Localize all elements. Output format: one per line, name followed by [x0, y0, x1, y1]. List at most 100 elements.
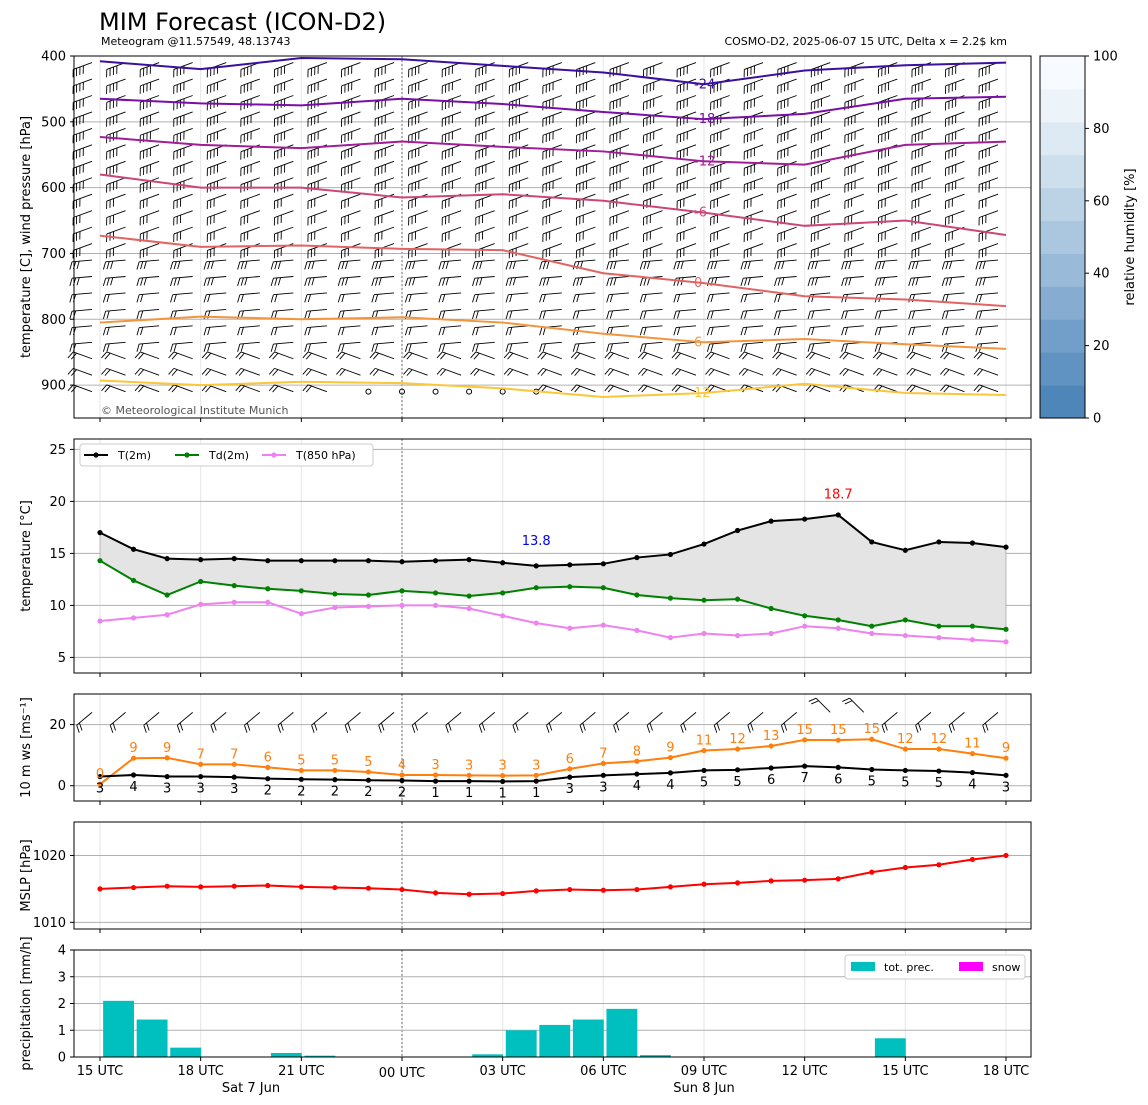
- gust-label: 3: [465, 758, 473, 773]
- wind-barb: [69, 308, 93, 319]
- barb-staff: [508, 341, 529, 345]
- wind-barb: [643, 210, 663, 226]
- wind-barb: [844, 95, 864, 111]
- series-point: [130, 577, 137, 584]
- wind-barb: [67, 384, 93, 393]
- wind-barb: [743, 177, 764, 193]
- barb-staff: [340, 325, 361, 329]
- barb-staff: [475, 78, 495, 87]
- wind-barb: [643, 78, 663, 94]
- gust-point: [802, 737, 808, 743]
- series-point: [298, 588, 304, 594]
- wind-barb: [403, 351, 428, 360]
- barb-flag: [839, 351, 846, 359]
- barb-flag: [173, 294, 177, 303]
- barb-staff: [408, 127, 428, 136]
- speed-point: [902, 767, 908, 774]
- barb-staff: [273, 341, 294, 345]
- barb-flag: [716, 722, 720, 731]
- wind-barb: [235, 384, 260, 393]
- barb-staff: [72, 325, 93, 329]
- barb-flag: [371, 261, 375, 270]
- surface-wind-barb: [881, 711, 898, 733]
- barb-flag: [878, 343, 882, 352]
- barb-flag: [109, 725, 114, 733]
- series-point: [768, 518, 774, 524]
- wind-barb: [206, 160, 227, 177]
- series-line: [99, 559, 1007, 631]
- barb-flag: [874, 343, 878, 352]
- barb-flag: [572, 311, 576, 319]
- wind-barb: [810, 226, 831, 242]
- barb-staff: [575, 276, 596, 279]
- wind-barb: [106, 127, 126, 144]
- barb-flag: [805, 351, 812, 359]
- barb-flag: [307, 343, 311, 352]
- barb-staff: [881, 711, 898, 726]
- speed-label: 4: [968, 778, 976, 793]
- barb-staff: [206, 276, 227, 279]
- wind-barb: [940, 384, 965, 393]
- legend-swatch: [851, 962, 875, 971]
- wind-barb: [273, 160, 294, 177]
- barb-staff: [643, 177, 663, 186]
- barb-flag: [777, 294, 781, 303]
- barb-staff: [306, 259, 327, 263]
- wind-barb: [235, 367, 260, 376]
- barb-flag: [336, 368, 342, 375]
- y-tick-label: 20: [49, 718, 66, 733]
- wind-barb: [807, 341, 831, 352]
- barb-flag: [908, 261, 912, 270]
- wind-barb: [604, 384, 630, 393]
- barb-flag: [841, 343, 845, 352]
- precip-bar: [136, 1019, 168, 1057]
- wind-barb: [908, 259, 931, 270]
- barb-staff: [442, 177, 462, 186]
- barb-staff: [542, 78, 562, 87]
- series-point: [399, 559, 405, 565]
- barb-flag: [372, 352, 379, 360]
- wind-barb: [911, 243, 932, 259]
- barb-staff: [608, 341, 629, 345]
- barb-staff: [307, 177, 328, 186]
- wind-barb: [777, 177, 797, 193]
- barb-flag: [438, 294, 442, 303]
- barb-staff: [239, 308, 260, 312]
- wind-barb: [173, 111, 193, 127]
- barb-staff: [945, 367, 965, 376]
- barb-flag: [244, 261, 248, 269]
- barb-flag: [609, 310, 613, 319]
- barb-flag: [371, 327, 375, 336]
- wind-barb: [911, 144, 932, 160]
- series-point: [265, 586, 271, 592]
- series-point: [600, 561, 606, 567]
- barb-flag: [638, 368, 644, 375]
- barb-flag: [237, 343, 241, 352]
- wind-barb: [978, 226, 999, 242]
- wind-barb: [139, 226, 160, 242]
- barb-staff: [140, 111, 160, 120]
- barb-flag: [848, 261, 852, 269]
- barb-flag: [436, 368, 443, 375]
- wind-barb: [676, 193, 697, 210]
- wind-barb: [911, 160, 932, 177]
- wind-barb: [671, 367, 697, 376]
- wind-barb: [975, 325, 999, 336]
- barb-staff: [877, 308, 898, 312]
- wind-barb: [206, 226, 227, 242]
- barb-flag: [341, 310, 345, 319]
- wind-barb: [72, 193, 93, 210]
- gust-point: [466, 772, 472, 778]
- barb-staff: [509, 226, 529, 235]
- barb-staff: [509, 177, 529, 186]
- barb-staff: [579, 711, 596, 726]
- wind-barb: [72, 243, 93, 259]
- wind-barb: [673, 325, 697, 336]
- barb-staff: [509, 95, 529, 103]
- barb-staff: [106, 127, 126, 136]
- barb-flag: [940, 368, 946, 375]
- barb-staff: [341, 351, 361, 360]
- wind-barb: [945, 160, 965, 177]
- barb-flag: [683, 722, 687, 731]
- barb-staff: [609, 193, 630, 202]
